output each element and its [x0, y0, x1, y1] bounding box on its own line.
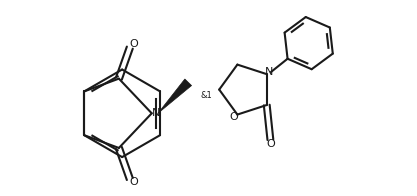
Polygon shape	[158, 79, 191, 113]
Text: O: O	[130, 177, 138, 187]
Text: O: O	[130, 40, 138, 50]
Text: &1: &1	[201, 91, 213, 100]
Text: N: N	[152, 108, 161, 118]
Text: N: N	[265, 67, 274, 77]
Text: O: O	[230, 112, 239, 122]
Text: O: O	[266, 139, 275, 149]
